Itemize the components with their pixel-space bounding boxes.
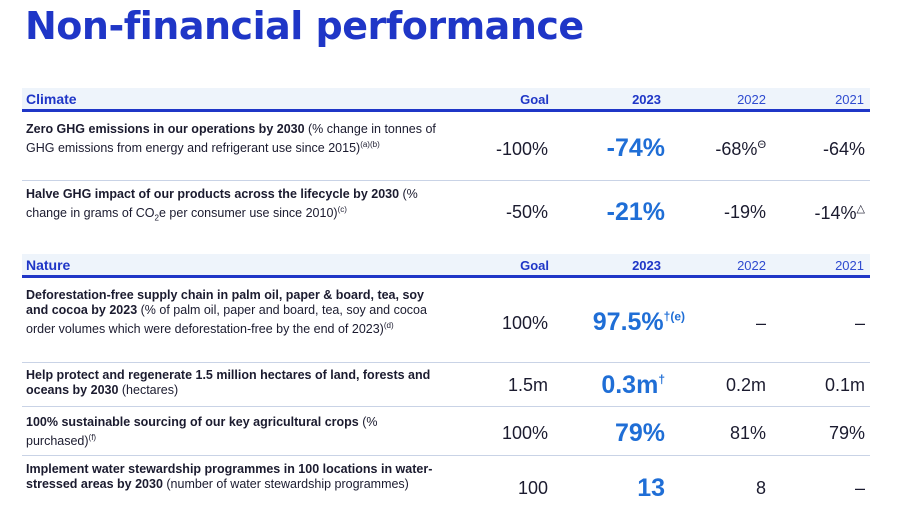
table-row: Implement water stewardship programmes i… xyxy=(22,462,870,513)
value-2023: 79% xyxy=(614,419,665,447)
value-2021: 0.1m xyxy=(824,375,865,395)
value-2022: 8 xyxy=(755,478,766,498)
table-row: Zero GHG emissions in our operations by … xyxy=(22,122,870,181)
row-description: Help protect and regenerate 1.5 million … xyxy=(26,368,431,397)
page-title: Non-financial performance xyxy=(25,4,584,48)
row-description: Implement water stewardship programmes i… xyxy=(26,462,433,491)
value-2023: -74% xyxy=(606,134,665,162)
row-description: 100% sustainable sourcing of our key agr… xyxy=(26,415,378,449)
value-2021: -14%△ xyxy=(814,203,866,223)
row-description: Zero GHG emissions in our operations by … xyxy=(26,122,436,156)
value-2021: – xyxy=(854,478,865,498)
col-goal: Goal xyxy=(520,92,549,107)
value-2023: -21% xyxy=(606,198,665,226)
col-2023: 2023 xyxy=(632,258,661,273)
goal-value: 100 xyxy=(517,478,548,498)
goal-value: 100% xyxy=(501,313,548,333)
col-2021: 2021 xyxy=(835,92,864,107)
col-2022: 2022 xyxy=(737,92,766,107)
value-2022: -19% xyxy=(723,202,766,222)
goal-value: -100% xyxy=(495,139,548,159)
value-2022: 0.2m xyxy=(725,375,766,395)
value-2023: 97.5%†(e) xyxy=(592,308,685,336)
value-2022: 81% xyxy=(729,423,766,443)
table-row: 100% sustainable sourcing of our key agr… xyxy=(22,415,870,456)
goal-value: 1.5m xyxy=(507,375,548,395)
value-2021: 79% xyxy=(828,423,865,443)
climate-heading: Climate xyxy=(26,91,77,107)
table-row: Halve GHG impact of our products across … xyxy=(22,187,870,241)
goal-value: 100% xyxy=(501,423,548,443)
nature-header: Nature Goal 2023 2022 2021 xyxy=(22,254,870,278)
table-row: Help protect and regenerate 1.5 million … xyxy=(22,368,870,407)
climate-header: Climate Goal 2023 2022 2021 xyxy=(22,88,870,112)
value-2021: -64% xyxy=(822,139,865,159)
value-2023: 13 xyxy=(637,474,665,502)
table-row: Deforestation-free supply chain in palm … xyxy=(22,288,870,363)
nature-heading: Nature xyxy=(26,257,71,273)
col-2023: 2023 xyxy=(632,92,661,107)
value-2022: – xyxy=(755,313,766,333)
row-description: Deforestation-free supply chain in palm … xyxy=(26,288,427,337)
value-2021: – xyxy=(854,313,865,333)
row-description: Halve GHG impact of our products across … xyxy=(26,187,418,223)
col-2021: 2021 xyxy=(835,258,864,273)
value-2022: -68%Θ xyxy=(715,139,766,159)
value-2023: 0.3m† xyxy=(601,371,665,399)
col-2022: 2022 xyxy=(737,258,766,273)
goal-value: -50% xyxy=(505,202,548,222)
col-goal: Goal xyxy=(520,258,549,273)
